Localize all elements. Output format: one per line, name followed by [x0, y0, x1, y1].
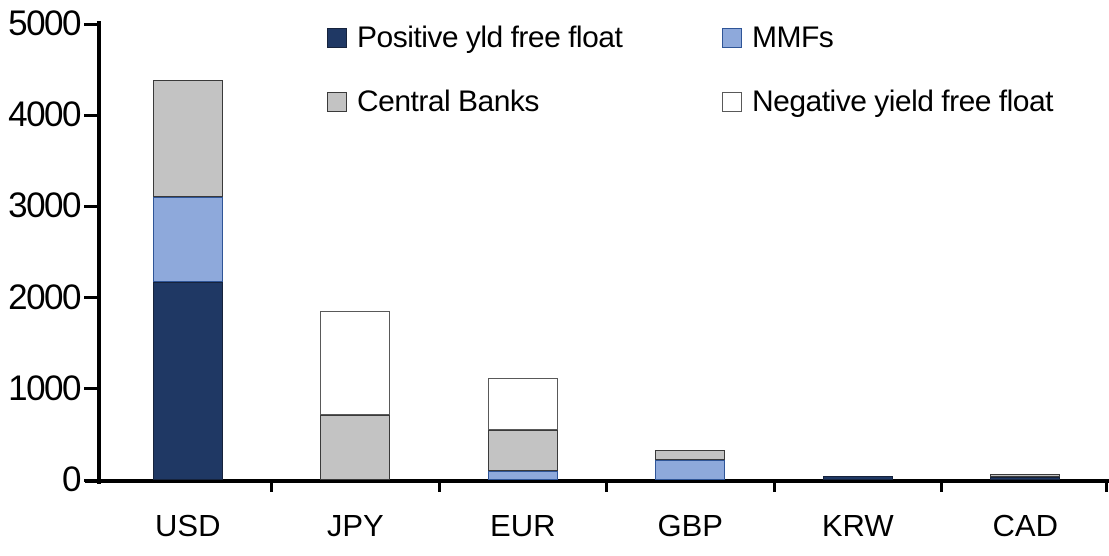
bar-segment-usd-mmfs: [152, 196, 223, 283]
x-axis-category-label: EUR: [490, 508, 556, 543]
y-axis-tick-label: 4000: [8, 95, 81, 135]
legend-swatch-icon: [722, 92, 742, 112]
y-axis-tick: [84, 204, 101, 208]
bar-segment-gbp-mmfs: [655, 459, 726, 480]
bar-segment-cad-positive-yld-free-float: [990, 477, 1061, 480]
bar-segment-usd-central-banks: [152, 79, 223, 197]
bar-segment-usd-positive-yld-free-float: [152, 282, 223, 480]
y-axis-tick-label: 5000: [8, 4, 81, 43]
x-axis-category-label: USD: [155, 508, 221, 543]
bar-segment-eur-central-banks: [487, 430, 558, 471]
legend-swatch-icon: [722, 28, 742, 48]
y-axis-tick: [84, 22, 101, 26]
x-axis-line: [85, 479, 1109, 483]
x-axis-tick: [772, 479, 776, 492]
x-axis-category-label: CAD: [992, 508, 1058, 543]
legend-label: Central Banks: [357, 85, 539, 118]
bar-segment-cad-central-banks: [990, 473, 1061, 478]
y-axis-tick-label: 0: [62, 460, 81, 499]
legend-label: Positive yld free float: [357, 21, 623, 54]
legend-item-mmfs: MMFs: [722, 21, 834, 54]
y-axis-tick: [84, 296, 101, 300]
x-axis-tick: [940, 479, 943, 492]
bar-segment-eur-negative-yield-free-float: [487, 378, 558, 431]
x-axis-tick: [1104, 479, 1108, 492]
x-axis-tick: [270, 479, 273, 492]
bar-segment-gbp-central-banks: [655, 449, 726, 460]
x-axis-tick: [437, 479, 441, 492]
y-axis-line: [97, 21, 101, 484]
legend-item-central-banks: Central Banks: [327, 85, 539, 118]
y-axis-tick-label: 3000: [8, 186, 81, 226]
legend-label: MMFs: [752, 21, 834, 54]
y-axis-tick: [84, 478, 101, 482]
x-axis-category-label: JPY: [326, 508, 384, 543]
bar-segment-eur-mmfs: [487, 470, 558, 480]
bar-segment-jpy-negative-yield-free-float: [320, 311, 391, 416]
legend-item-positive-yld-free-float: Positive yld free float: [327, 21, 623, 54]
legend-swatch-icon: [327, 92, 347, 112]
x-axis-category-label: GBP: [657, 508, 723, 543]
x-axis-category-label: KRW: [821, 508, 894, 543]
x-axis-tick: [605, 479, 608, 492]
legend-item-negative-yield-free-float: Negative yield free float: [722, 85, 1054, 118]
bar-segment-krw-positive-yld-free-float: [822, 475, 893, 480]
y-axis-tick: [84, 113, 101, 117]
y-axis-tick-label: 1000: [8, 368, 81, 408]
legend-swatch-icon: [327, 28, 347, 48]
bar-segment-jpy-central-banks: [320, 415, 391, 480]
legend-label: Negative yield free float: [752, 85, 1054, 118]
y-axis-tick: [84, 387, 101, 391]
y-axis-tick-label: 2000: [8, 277, 81, 317]
